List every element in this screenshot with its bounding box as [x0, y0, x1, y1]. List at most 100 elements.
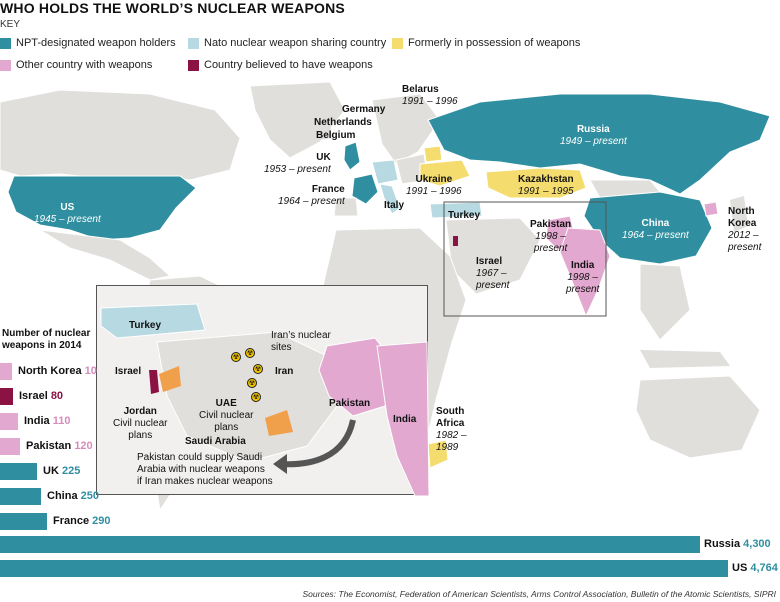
label-russia-name: Russia — [576, 124, 610, 135]
inset-label-saudi: Saudi Arabia — [185, 436, 246, 447]
label-ukraine-name: Ukraine — [415, 174, 453, 185]
label-south-africa-name-2: Africa — [436, 418, 465, 429]
inset-note-line-2: Arabia with nuclear weapons — [137, 464, 265, 475]
label-uk-years: 1953 – present — [264, 164, 331, 175]
label-kazakhstan-name: Kazakhstan — [518, 174, 574, 185]
bar-chart-heading: Number of nuclear weapons in 2014 — [2, 328, 90, 352]
label-ukraine-years: 1991 – 1996 — [406, 186, 462, 197]
bar — [0, 536, 700, 553]
bar — [0, 388, 13, 405]
bar-row: Israel 80 — [0, 388, 780, 405]
radiation-icon: ☢ — [247, 378, 257, 388]
bar-label: Russia 4,300 — [704, 538, 771, 550]
scandinavia-shape — [371, 93, 441, 165]
label-china: China 1964 – present — [622, 218, 689, 242]
bar-label: Pakistan 120 — [26, 440, 93, 452]
bar — [0, 438, 20, 455]
callout-box — [443, 201, 607, 317]
label-pakistan: Pakistan 1998 – present — [530, 219, 571, 255]
label-us-years: 1945 – present — [34, 214, 101, 225]
label-turkey-name: Turkey — [448, 210, 481, 221]
legend-label: Country believed to have weapons — [204, 59, 373, 71]
bar-label: UK 225 — [43, 465, 80, 477]
inset-turkey-shape — [100, 303, 206, 339]
bar — [0, 363, 12, 380]
bar-category: France — [53, 515, 93, 527]
label-ukraine: Ukraine 1991 – 1996 — [406, 174, 462, 198]
label-china-years: 1964 – present — [622, 230, 689, 241]
inset-jordan-line-1: Jordan — [123, 406, 157, 417]
bar-row: India 110 — [0, 413, 780, 430]
label-us: US 1945 – present — [34, 202, 101, 226]
japan-shape — [730, 196, 748, 232]
russia-shape — [427, 93, 771, 195]
radiation-icon: ☢ — [245, 348, 255, 358]
bar — [0, 413, 18, 430]
bar-row: France 290 — [0, 513, 780, 530]
legend-label: NPT-designated weapon holders — [16, 37, 176, 49]
label-pakistan-years-2: present — [533, 243, 568, 254]
uk-shape — [343, 141, 361, 171]
inset-note: Pakistan could supply Saudi Arabia with … — [137, 452, 273, 488]
radiation-icon: ☢ — [231, 352, 241, 362]
bar-heading-line-2: weapons in 2014 — [2, 340, 82, 351]
bar-value: 225 — [61, 465, 81, 477]
bar — [0, 463, 37, 480]
inset-note-line-1: Pakistan could supply Saudi — [137, 452, 263, 463]
bar-label: France 290 — [53, 515, 111, 527]
inset-label-iran-sites: Iran’s nuclear sites — [271, 330, 331, 354]
radiation-icon: ☢ — [251, 392, 261, 402]
bar-value: 4,764 — [750, 562, 778, 574]
label-north-korea-years-1: 2012 – — [728, 230, 759, 241]
inset-israel-shape — [149, 370, 159, 394]
label-belarus: Belarus 1991 – 1996 — [402, 84, 458, 108]
inset-label-india: India — [393, 414, 417, 425]
bar-label: India 110 — [24, 415, 70, 427]
inset-label-uae: UAE Civil nuclear plans — [199, 398, 253, 434]
bar-row: Pakistan 120 — [0, 438, 780, 455]
page-title: WHO HOLDS THE WORLD’S NUCLEAR WEAPONS — [0, 0, 345, 16]
bar-category: Israel — [19, 390, 51, 402]
indonesia-shape — [640, 350, 730, 368]
inset-iran-sites-line-2: sites — [271, 342, 292, 353]
label-south-africa: South Africa 1982 – 1989 — [436, 406, 467, 454]
label-belgium: Belgium — [316, 130, 355, 142]
bar-category: China — [47, 490, 81, 502]
label-kazakhstan: Kazakhstan 1991 – 1995 — [518, 174, 574, 198]
north-korea-shape — [703, 201, 719, 217]
bar-category: Russia — [704, 538, 744, 550]
inset-jordan-shape — [159, 366, 181, 392]
inset-uae-shape — [265, 410, 293, 436]
label-north-korea: North Korea 2012 – present — [728, 206, 761, 254]
bar-value: 250 — [80, 490, 99, 502]
bar-value: 4,300 — [743, 538, 771, 550]
inset-pakistan-shape — [318, 337, 398, 417]
bar-value: 120 — [74, 440, 93, 452]
label-south-africa-name-1: South — [436, 406, 465, 417]
spain-shape — [333, 197, 359, 217]
legend-item-nato: Nato nuclear weapon sharing country — [188, 37, 386, 49]
legend-swatch-npt — [0, 37, 11, 49]
label-us-name: US — [60, 202, 75, 213]
label-russia: Russia 1949 – present — [560, 124, 627, 148]
arrow-head-icon — [273, 454, 287, 474]
india-shape — [559, 227, 611, 318]
southeast-asia-shape — [639, 263, 691, 341]
inset-label-turkey: Turkey — [129, 320, 162, 331]
label-india: India 1998 – present — [566, 260, 599, 296]
legend-swatch-believed — [188, 59, 199, 71]
inset-iran-sites-line-1: Iran’s nuclear — [271, 330, 331, 341]
legend-swatch-other — [0, 59, 11, 71]
label-israel-years-2: present — [476, 280, 510, 291]
label-belarus-name: Belarus — [402, 84, 439, 95]
bar-category: India — [24, 415, 53, 427]
inset-map: ☢ ☢ ☢ ☢ ☢ Turkey Israel Iran Iran’s nucl… — [96, 285, 429, 496]
bar-category: North Korea — [18, 365, 85, 377]
label-south-africa-years-2: 1989 — [436, 442, 459, 453]
label-israel: Israel 1967 – present — [476, 256, 509, 292]
label-belarus-years: 1991 – 1996 — [402, 96, 458, 107]
australia-shape — [635, 375, 761, 459]
label-germany-name: Germany — [342, 104, 386, 115]
bar-label: Israel 80 — [19, 390, 63, 402]
bar-row: Russia 4,300 — [0, 536, 780, 553]
